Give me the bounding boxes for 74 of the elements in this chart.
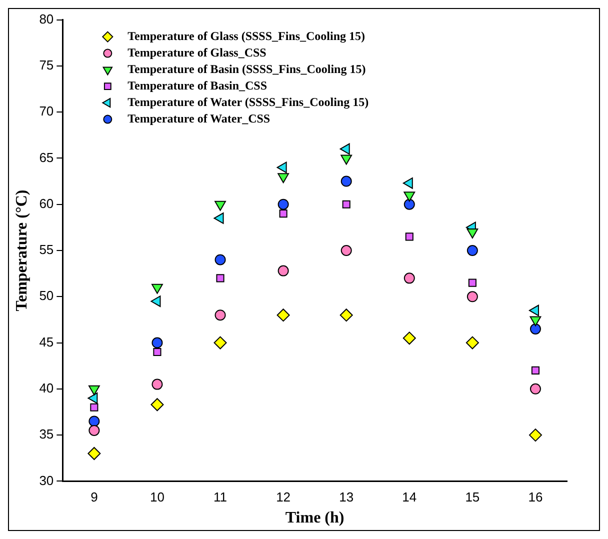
legend-label: Temperature of Water_CSS: [128, 111, 270, 126]
point: [214, 336, 227, 350]
point: [404, 198, 415, 210]
legend-label: Temperature of Glass (SSSS_Fins_Cooling 15): [128, 28, 366, 43]
point: [340, 143, 350, 155]
y-axis-title: Temperature (°C): [14, 190, 31, 312]
y-tick-label: 45: [39, 334, 54, 350]
point: [466, 228, 478, 239]
y-tick-label: 70: [39, 104, 54, 119]
point: [90, 403, 98, 412]
point: [531, 366, 540, 374]
point: [150, 398, 164, 412]
point: [216, 274, 224, 282]
point: [88, 385, 100, 396]
point: [214, 212, 224, 224]
point: [340, 176, 352, 187]
y-tick-label: 75: [39, 58, 54, 73]
x-tick-label: 12: [276, 490, 291, 505]
point: [152, 378, 163, 390]
point: [530, 316, 542, 326]
point: [88, 424, 100, 436]
y-tick-label: 65: [39, 150, 54, 165]
x-tick-label: 9: [90, 490, 98, 505]
point: [150, 296, 161, 307]
point: [404, 192, 416, 202]
point: [405, 232, 414, 241]
x-tick-label: 13: [339, 490, 354, 505]
point: [528, 428, 542, 442]
y-tick-label: 35: [39, 426, 54, 442]
point: [152, 284, 163, 294]
point: [88, 392, 98, 404]
point: [340, 154, 352, 165]
point: [153, 348, 162, 356]
point: [466, 291, 478, 302]
x-tick-label: 15: [465, 490, 480, 505]
x-tick-label: 14: [402, 490, 417, 505]
y-tick-label: 40: [39, 380, 54, 396]
point: [466, 336, 479, 350]
point: [530, 323, 541, 334]
legend-label: Temperature of Basin (SSSS_Fins_Cooling 15): [128, 62, 366, 76]
y-tick-label: 50: [39, 288, 54, 304]
point: [340, 245, 352, 256]
x-tick-label: 11: [214, 490, 228, 505]
x-tick-label: 10: [150, 490, 164, 505]
point: [342, 200, 350, 208]
point: [468, 278, 476, 287]
legend-label: Temperature of Basin_CSS: [128, 78, 268, 92]
point: [276, 308, 290, 322]
point: [528, 304, 539, 316]
point: [214, 254, 226, 266]
y-tick-label: 80: [39, 11, 54, 26]
x-tick-label: 16: [528, 490, 543, 505]
y-tick-label: 30: [39, 472, 54, 488]
point: [466, 245, 478, 256]
point: [278, 265, 289, 276]
point: [340, 308, 353, 322]
point: [279, 210, 288, 218]
legend-label: Temperature of Water (SSSS_Fins_Cooling 15): [128, 94, 369, 109]
point: [276, 162, 287, 174]
point: [530, 383, 541, 394]
point: [152, 337, 163, 348]
y-tick-label: 60: [39, 196, 54, 211]
point: [214, 310, 226, 321]
point: [88, 447, 101, 460]
legend-label: Temperature of Glass_CSS: [128, 45, 267, 60]
point: [402, 332, 416, 345]
point: [278, 198, 289, 210]
x-axis-title: Time (h): [285, 510, 344, 527]
point: [214, 200, 226, 211]
point: [278, 173, 290, 184]
y-tick-label: 55: [39, 242, 54, 258]
point: [402, 177, 413, 189]
point: [404, 272, 415, 284]
point: [88, 416, 100, 427]
